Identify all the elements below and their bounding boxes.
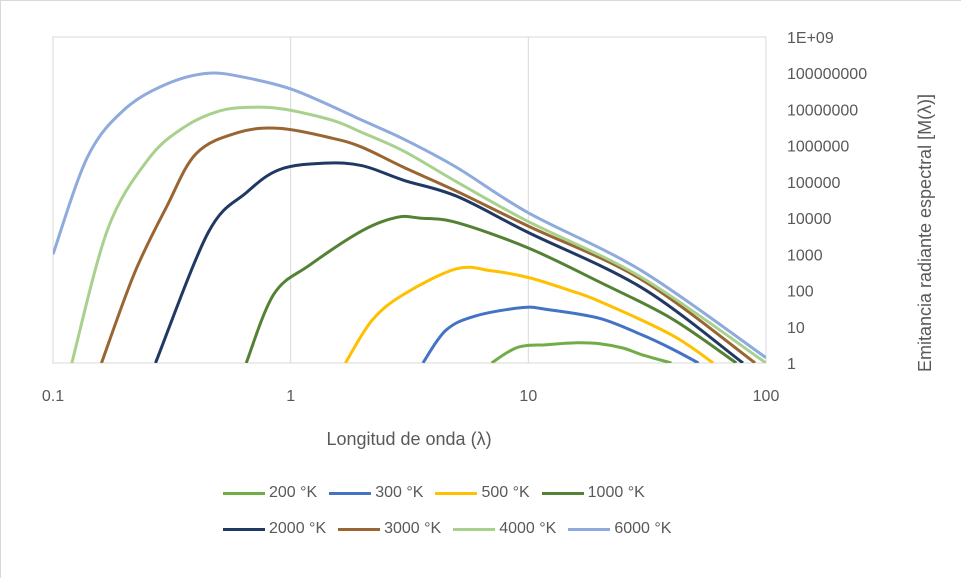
grid-layer	[290, 37, 529, 363]
series-line-200k	[490, 341, 672, 363]
y-tick-label: 10	[787, 320, 805, 337]
y-tick-label: 10000000	[787, 102, 858, 119]
legend-item: 3000 °K	[338, 520, 441, 538]
legend-swatch	[329, 491, 372, 495]
legend-item: 1000 °K	[541, 484, 645, 502]
legend-item: 300 °K	[329, 484, 423, 502]
legend-swatch	[541, 491, 584, 495]
y-tick-label: 100	[787, 284, 814, 301]
series-line-300k	[421, 305, 700, 363]
legend-label: 500 °K	[481, 484, 530, 501]
legend-label: 3000 °K	[384, 520, 442, 537]
y-axis-title: Emitancia radiante espectral [M(λ)]	[915, 94, 935, 372]
legend-item: 500 °K	[435, 484, 530, 502]
legend-item: 4000 °K	[453, 520, 556, 538]
legend-label: 300 °K	[375, 484, 424, 501]
legend-row: 200 °K 300 °K 500 °K 1000 °K	[223, 479, 657, 507]
legend-swatch	[435, 491, 478, 495]
legend-swatch	[453, 527, 496, 531]
x-tick-label: 1	[286, 388, 295, 405]
series-line-4000k	[70, 105, 766, 363]
x-tick-label: 10	[519, 388, 537, 405]
y-tick-label: 1E+09	[787, 30, 834, 47]
legend-label: 200 °K	[269, 484, 318, 501]
legend-label: 4000 °K	[499, 520, 557, 537]
y-tick-label: 1000000	[787, 139, 849, 156]
x-axis-title: Longitud de onda (λ)	[326, 429, 491, 449]
legend-swatch	[568, 527, 611, 531]
y-tick-label: 10000	[787, 211, 832, 228]
plot-area-border	[52, 36, 767, 364]
series-line-3000k	[100, 126, 756, 363]
y-tick-label: 1000	[787, 247, 823, 264]
tick-layer: 0.1 1 10 100 1 10 100 1000 10000 100000 1000000 100…	[42, 30, 867, 405]
legend-label: 1000 °K	[587, 484, 645, 501]
legend-row: 2000 °K 3000 °K 4000 °K 6000 °K	[223, 515, 683, 543]
series-line-2000k	[154, 161, 744, 363]
series-line-500k	[344, 265, 715, 363]
legend-item: 2000 °K	[223, 520, 326, 538]
x-tick-label: 100	[753, 388, 780, 405]
legend-swatch	[223, 527, 265, 531]
series-line-1000k	[244, 214, 738, 363]
x-tick-label: 0.1	[42, 388, 64, 405]
y-tick-label: 100000	[787, 175, 840, 192]
series-line-6000k	[53, 71, 766, 359]
legend-item: 6000 °K	[568, 520, 671, 538]
legend-item: 200 °K	[223, 484, 317, 502]
series-layer	[53, 71, 766, 363]
legend-label: 6000 °K	[614, 520, 672, 537]
legend-swatch	[338, 527, 381, 531]
legend-label: 2000 °K	[269, 520, 327, 537]
y-tick-label: 100000000	[787, 66, 867, 83]
legend-swatch	[223, 491, 265, 495]
y-tick-label: 1	[787, 356, 796, 373]
